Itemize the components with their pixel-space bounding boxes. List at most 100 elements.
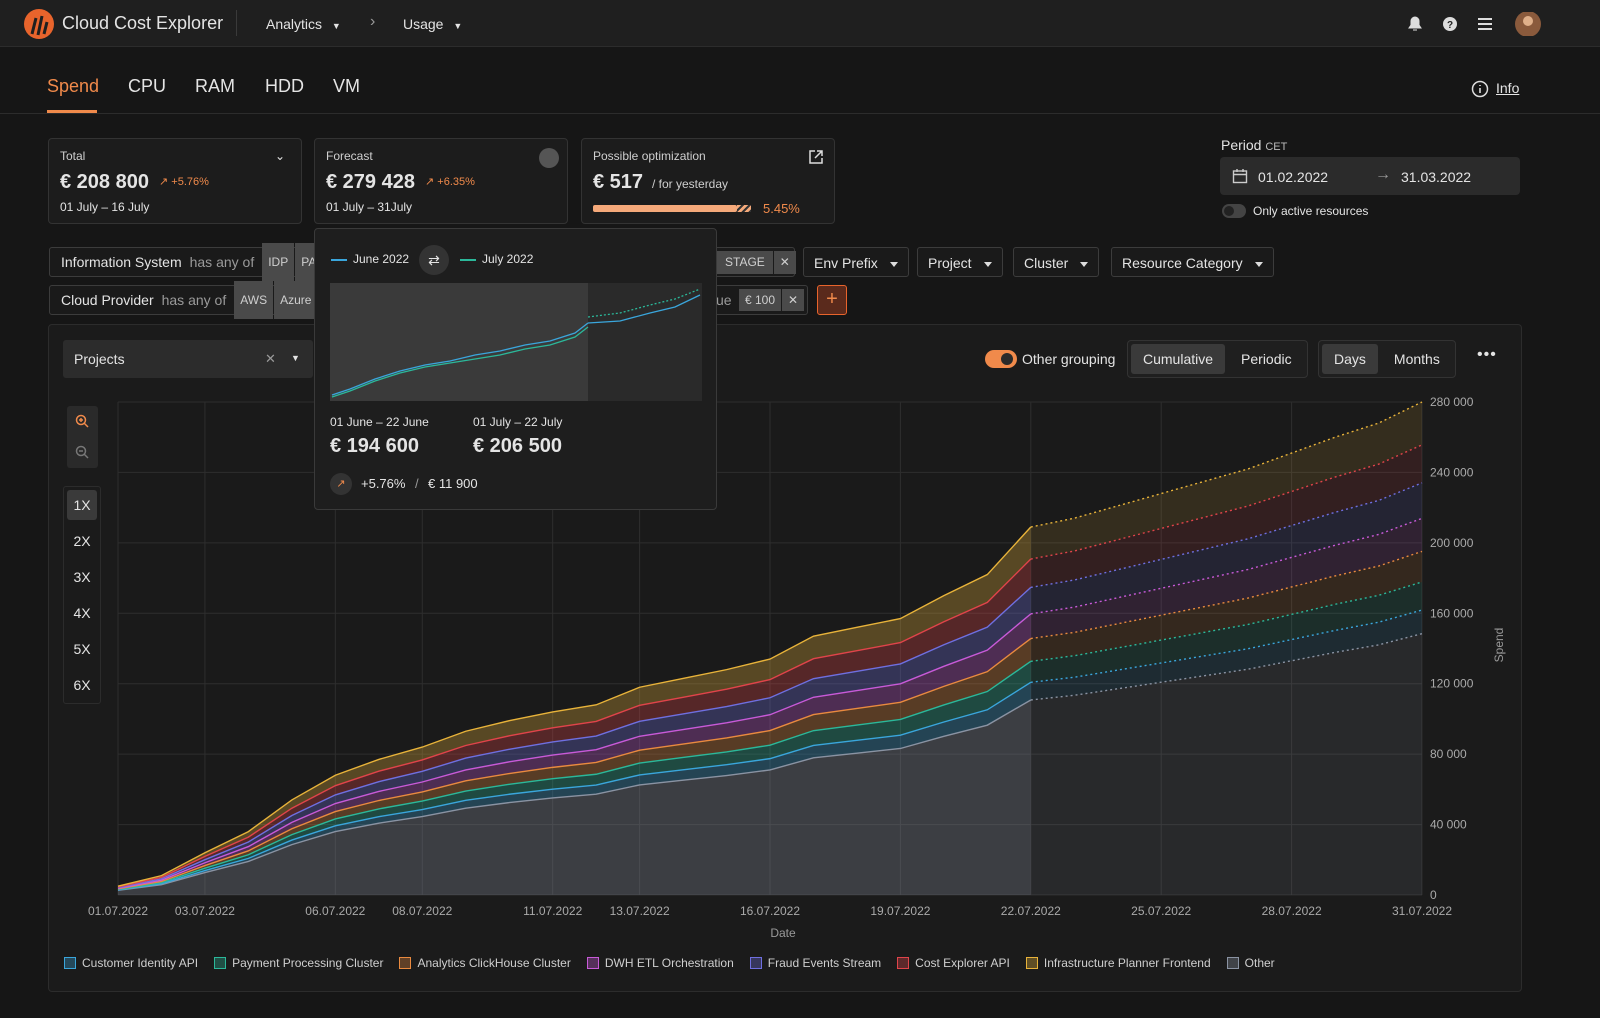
legend-item[interactable]: Payment Processing Cluster: [214, 956, 383, 970]
legend-item[interactable]: Analytics ClickHouse Cluster: [399, 956, 571, 970]
legend-label: DWH ETL Orchestration: [604, 956, 734, 970]
legend: Customer Identity API Payment Processing …: [64, 956, 1275, 970]
zoom-level[interactable]: 6X: [73, 677, 91, 693]
filter-op: has any of: [161, 292, 227, 308]
filter-field: Information System: [61, 254, 182, 270]
range-label: 01 June – 22 June: [330, 415, 429, 429]
tab[interactable]: CPU: [128, 76, 167, 96]
legend-item[interactable]: Customer Identity API: [64, 956, 198, 970]
segment[interactable]: Periodic: [1241, 351, 1292, 367]
breadcrumb[interactable]: Analytics ▼: [266, 16, 341, 32]
legend-label: June 2022: [353, 252, 410, 266]
kpi-value: € 517: [593, 171, 644, 193]
x-tick-label: 08.07.2022: [392, 904, 452, 918]
toggle[interactable]: [1222, 204, 1246, 218]
chip-remove[interactable]: ✕: [773, 251, 796, 274]
legend-item[interactable]: Cost Explorer API: [897, 956, 1010, 970]
area-line: [117, 613, 1032, 889]
mode-switch: Cumulative Periodic: [1127, 340, 1308, 378]
chevron: ⌄: [275, 149, 286, 163]
settings-button[interactable]: [539, 148, 559, 168]
kpi-card[interactable]: Forecast € 279 428 ↗ +6.35% 01 July – 31…: [314, 138, 568, 224]
filter-chip: AWS: [234, 281, 274, 319]
y-tick-label: 120 000: [1430, 677, 1474, 691]
filter-dropdown[interactable]: Resource Category: [1111, 247, 1274, 277]
legend-label: Fraud Events Stream: [767, 956, 882, 970]
tab[interactable]: RAM: [195, 76, 235, 96]
area-line: [117, 586, 1032, 889]
toggle-label: Other grouping: [1022, 351, 1116, 367]
kpi-change: ↗ +5.76%: [159, 176, 209, 188]
kpi-card[interactable]: Possible optimization € 517 / for yester…: [581, 138, 835, 224]
info-link[interactable]: Info: [1496, 80, 1520, 96]
filter-dropdown[interactable]: Env Prefix: [803, 247, 909, 277]
tab[interactable]: HDD: [265, 76, 304, 96]
area: [1030, 444, 1422, 588]
header-icons[interactable]: ?: [1404, 12, 1544, 36]
zoom-level[interactable]: 4X: [73, 605, 91, 621]
tab[interactable]: VM: [333, 76, 360, 96]
period-label: Period CET: [1221, 137, 1287, 153]
area-line: [1030, 581, 1423, 663]
area-line: [117, 637, 1032, 890]
period-timezone: CET: [1265, 141, 1288, 153]
chip-remove[interactable]: ✕: [782, 289, 805, 311]
segment-active[interactable]: Cumulative: [1131, 344, 1226, 374]
kpi-range: 01 July – 16 July: [60, 200, 150, 214]
legend-item[interactable]: Other: [1226, 956, 1275, 970]
kpi-change: ↗ +6.35%: [425, 176, 475, 188]
zoom-level-active[interactable]: 1X: [67, 490, 97, 520]
breadcrumb[interactable]: Usage ▼: [403, 16, 463, 32]
progress-hatch: [737, 205, 751, 212]
y-tick-label: 280 000: [1430, 395, 1474, 409]
clear[interactable]: ✕: [265, 351, 276, 366]
y-tick-label: 40 000: [1430, 818, 1467, 832]
add-filter-button[interactable]: +: [817, 285, 847, 315]
x-axis-title: Date: [770, 926, 796, 940]
legend-swatch: [399, 957, 412, 969]
legend-label: Infrastructure Planner Frontend: [1043, 956, 1211, 970]
external-link-icon[interactable]: [808, 149, 824, 165]
filter-chip-group: STAGE ✕: [717, 251, 797, 274]
info-icon: [1471, 80, 1489, 98]
area: [1030, 610, 1422, 700]
legend-label: Analytics ClickHouse Cluster: [417, 956, 571, 970]
date-range-input[interactable]: 01.02.2022 → 31.03.2022: [1220, 157, 1520, 195]
filter-dropdown[interactable]: Project: [917, 247, 1003, 277]
kpi-range: 01 July – 31July: [326, 200, 413, 214]
filter-chip: Azure: [274, 281, 318, 319]
legend-item[interactable]: DWH ETL Orchestration: [586, 956, 734, 970]
zoom-icons[interactable]: [74, 413, 91, 461]
tab-bar: [0, 47, 1600, 114]
legend-item[interactable]: Fraud Events Stream: [749, 956, 882, 970]
filter-chip-group: € 100 ✕: [739, 289, 805, 311]
filter-dropdown[interactable]: Cluster: [1013, 247, 1100, 277]
tab-active[interactable]: Spend: [47, 76, 100, 96]
range-value: € 206 500: [473, 435, 562, 457]
kpi-percent: 5.45%: [763, 201, 800, 216]
legend-swatch: [64, 957, 76, 969]
zoom-level[interactable]: 5X: [73, 641, 91, 657]
zoom-level[interactable]: 2X: [73, 533, 91, 549]
filter-chip: € 100: [739, 289, 782, 311]
x-tick-label: 13.07.2022: [610, 904, 670, 918]
group-by-select[interactable]: Projects ✕ ▼: [63, 340, 313, 378]
legend-item[interactable]: Infrastructure Planner Frontend: [1025, 956, 1211, 970]
segment[interactable]: Months: [1393, 351, 1440, 367]
segment-active[interactable]: Days: [1322, 344, 1378, 374]
y-tick-label: 200 000: [1430, 536, 1474, 550]
toggle[interactable]: [985, 350, 1017, 368]
legend-label: July 2022: [482, 252, 534, 266]
kpi-card[interactable]: Total ⌄ € 208 800 ↗ +5.76% 01 July – 16 …: [48, 138, 302, 224]
zoom-level[interactable]: 3X: [73, 569, 91, 585]
comparison-chart: [330, 283, 702, 401]
kpi-label: Total: [60, 149, 86, 163]
area-line: [117, 558, 1032, 888]
y-tick-label: 160 000: [1430, 606, 1474, 620]
forecast-popover: June 2022 ⇄ July 2022 01 June – 22 June …: [314, 228, 717, 510]
swap-button[interactable]: ⇄: [419, 245, 449, 275]
more-button[interactable]: •••: [1477, 346, 1497, 363]
area-line: [1030, 517, 1423, 615]
separator: /: [415, 476, 419, 491]
